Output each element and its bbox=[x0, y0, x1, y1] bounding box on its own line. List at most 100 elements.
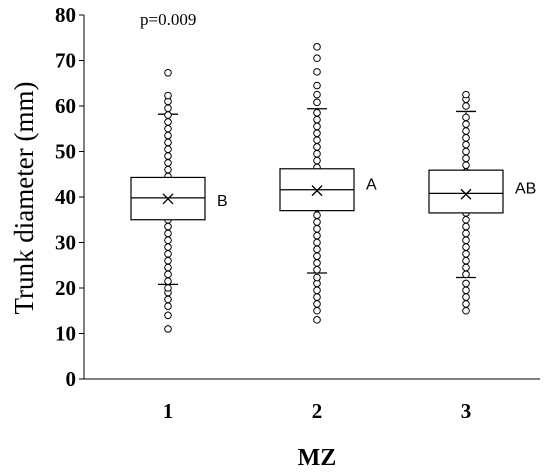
group-letter: B bbox=[217, 193, 228, 210]
data-point bbox=[313, 211, 321, 219]
data-point bbox=[313, 156, 321, 165]
data-point bbox=[462, 120, 470, 128]
data-point bbox=[313, 218, 321, 226]
y-tick-label: 60 bbox=[55, 94, 76, 118]
data-point bbox=[462, 263, 470, 272]
data-point bbox=[313, 231, 321, 240]
outlier-point bbox=[313, 316, 321, 324]
mean-marker bbox=[162, 193, 174, 205]
outlier-point bbox=[462, 300, 470, 308]
box-series: B A AB bbox=[130, 43, 536, 333]
data-point bbox=[313, 225, 321, 233]
data-point bbox=[313, 109, 321, 117]
outlier-point bbox=[164, 104, 172, 113]
box-group-1: B bbox=[130, 68, 228, 333]
data-point bbox=[164, 236, 172, 245]
data-point bbox=[462, 140, 470, 149]
data-point bbox=[164, 118, 172, 126]
y-tick-label: 0 bbox=[66, 367, 77, 391]
data-point bbox=[164, 229, 172, 238]
box-group-3: AB bbox=[428, 90, 536, 315]
data-point bbox=[462, 250, 470, 258]
outlier-point bbox=[164, 91, 172, 100]
outlier-point bbox=[462, 306, 470, 315]
data-point bbox=[313, 129, 321, 138]
outlier-point bbox=[462, 293, 470, 301]
data-point bbox=[313, 252, 321, 260]
outlier-point bbox=[462, 279, 470, 288]
outlier-point bbox=[164, 311, 172, 320]
group-letter: AB bbox=[515, 180, 536, 197]
data-point bbox=[462, 256, 470, 265]
data-point bbox=[164, 152, 172, 160]
outlier-point bbox=[164, 68, 172, 77]
outlier-point bbox=[462, 102, 470, 110]
y-tick-label: 20 bbox=[55, 276, 76, 300]
y-tick-label: 70 bbox=[55, 49, 76, 73]
outlier-point bbox=[462, 286, 470, 295]
mean-marker bbox=[311, 185, 323, 197]
data-point bbox=[164, 124, 172, 133]
data-point bbox=[462, 270, 470, 279]
outlier-point bbox=[313, 81, 321, 90]
data-point bbox=[164, 270, 172, 279]
group-letter: A bbox=[366, 177, 377, 194]
x-axis-title: MZ bbox=[298, 445, 337, 471]
data-point bbox=[462, 154, 470, 163]
data-point bbox=[164, 256, 172, 265]
outlier-point bbox=[462, 90, 470, 99]
data-point bbox=[462, 243, 470, 251]
data-point bbox=[164, 138, 172, 147]
x-tick-label: 1 bbox=[163, 399, 174, 423]
outlier-point bbox=[164, 302, 172, 311]
data-point bbox=[164, 159, 172, 167]
y-axis-ticks: 0 10 20 30 40 50 60 70 80 bbox=[55, 3, 84, 391]
outlier-point bbox=[313, 300, 321, 308]
outlier-point bbox=[313, 98, 321, 107]
iqr-box bbox=[428, 169, 504, 214]
y-tick-label: 10 bbox=[55, 322, 76, 346]
data-point bbox=[313, 259, 321, 267]
x-axis-ticks: 1 2 3 bbox=[163, 399, 472, 423]
data-point bbox=[313, 143, 321, 151]
outlier-point bbox=[313, 306, 321, 315]
data-point bbox=[164, 222, 172, 231]
y-tick-label: 80 bbox=[55, 3, 76, 27]
outlier-point bbox=[313, 286, 321, 295]
data-point bbox=[164, 243, 172, 251]
data-point bbox=[164, 145, 172, 154]
data-point bbox=[164, 277, 172, 285]
y-axis-title: Trunk diameter (mm) bbox=[9, 82, 39, 315]
data-point bbox=[462, 236, 470, 245]
p-value-annotation: p=0.009 bbox=[140, 10, 196, 29]
y-tick-label: 30 bbox=[55, 231, 76, 255]
outlier-point bbox=[164, 295, 172, 304]
data-point bbox=[313, 149, 321, 158]
data-point bbox=[462, 215, 470, 224]
outlier-point bbox=[164, 284, 172, 292]
data-point bbox=[164, 263, 172, 272]
y-tick-label: 40 bbox=[55, 185, 76, 209]
outlier-point bbox=[313, 90, 321, 99]
data-point bbox=[313, 238, 321, 247]
data-point bbox=[462, 127, 470, 135]
outlier-point bbox=[313, 54, 321, 63]
y-tick-label: 50 bbox=[55, 140, 76, 164]
x-tick-label: 2 bbox=[312, 399, 323, 423]
outlier-point bbox=[313, 293, 321, 301]
x-tick-label: 3 bbox=[461, 399, 472, 423]
data-point bbox=[462, 229, 470, 238]
data-point bbox=[313, 245, 321, 254]
data-point bbox=[462, 113, 470, 122]
data-point bbox=[164, 250, 172, 258]
data-point bbox=[313, 136, 321, 144]
data-point bbox=[313, 115, 321, 124]
data-point bbox=[164, 131, 172, 140]
data-point bbox=[462, 147, 470, 156]
box-group-2: A bbox=[279, 43, 377, 324]
outlier-point bbox=[313, 273, 321, 282]
data-point bbox=[164, 111, 172, 119]
outlier-point bbox=[313, 43, 321, 51]
data-point bbox=[462, 222, 470, 231]
